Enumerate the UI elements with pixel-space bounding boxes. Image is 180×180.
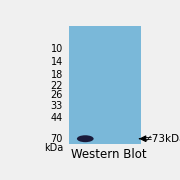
Text: 14: 14: [51, 57, 63, 67]
Text: Western Blot: Western Blot: [71, 148, 147, 161]
Text: 26: 26: [51, 90, 63, 100]
Text: kDa: kDa: [44, 143, 63, 153]
Text: 18: 18: [51, 70, 63, 80]
Ellipse shape: [77, 135, 94, 142]
Text: 70: 70: [51, 134, 63, 144]
Text: 33: 33: [51, 101, 63, 111]
Text: 10: 10: [51, 44, 63, 54]
Text: 22: 22: [50, 81, 63, 91]
Bar: [69, 26, 141, 144]
Text: 44: 44: [51, 113, 63, 123]
Text: ≠73kDa: ≠73kDa: [144, 134, 180, 144]
